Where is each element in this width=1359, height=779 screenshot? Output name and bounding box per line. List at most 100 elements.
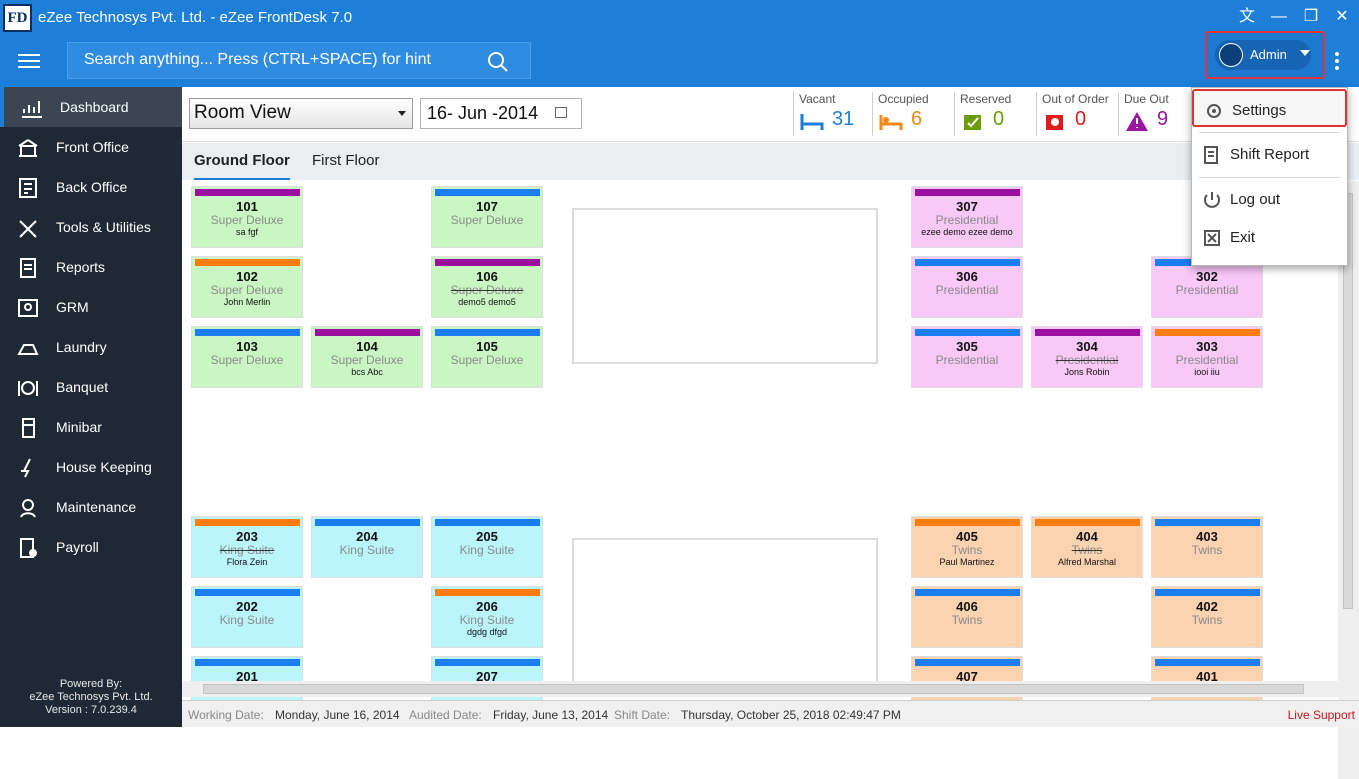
sidebar-item-minibar[interactable]: Minibar [0, 407, 182, 447]
room-number: 304 [1076, 339, 1098, 354]
room-number: 407 [956, 669, 978, 684]
room-card-306[interactable]: 306 Presidential [912, 257, 1022, 317]
working-date-label: Working Date: [188, 708, 264, 722]
dropdown-arrow-icon[interactable] [398, 111, 406, 116]
filter-bar: Room View 16- Jun -2014 Vacant 31 Occupie… [182, 87, 1359, 142]
room-card-404[interactable]: 404 Twins Alfred Marshal [1032, 517, 1142, 577]
room-card-307[interactable]: 307 Presidential ezee demo ezee demo [912, 187, 1022, 247]
floor-block [572, 538, 878, 694]
menu-item-settings[interactable]: Settings [1192, 89, 1347, 127]
horizontal-scrollbar[interactable] [182, 681, 1338, 697]
guest-name: Flora Zein [226, 557, 268, 567]
room-type: King Suite [219, 613, 275, 627]
sidebar-item-back-office[interactable]: Back Office [0, 167, 182, 207]
sidebar-item-front-office[interactable]: Front Office [0, 127, 182, 167]
room-card-402[interactable]: 402 Twins [1152, 587, 1262, 647]
room-card-205[interactable]: 205 King Suite [432, 517, 542, 577]
stat-value: 6 [911, 108, 923, 130]
minimize-button[interactable]: — [1271, 8, 1287, 25]
room-status-bar [914, 259, 1020, 266]
stat-vacant: Vacant 31 [793, 92, 871, 136]
room-card-304[interactable]: 304 Presidential Jons Robin [1032, 327, 1142, 387]
room-card-403[interactable]: 403 Twins [1152, 517, 1262, 577]
admin-user-button[interactable]: Admin [1205, 31, 1325, 79]
tab-first-floor[interactable]: First Floor [312, 152, 380, 169]
vertical-scrollbar[interactable] [1338, 181, 1359, 779]
sidebar-item-dashboard[interactable]: Dashboard [0, 87, 182, 127]
global-search-input[interactable]: Search anything... Press (CTRL+SPACE) fo… [67, 42, 531, 79]
horizontal-scroll-thumb[interactable] [203, 684, 1304, 694]
menu-item-log-out[interactable]: Log out [1192, 180, 1347, 218]
room-card-204[interactable]: 204 King Suite [312, 517, 422, 577]
tab-ground-floor[interactable]: Ground Floor [194, 152, 290, 180]
chevron-down-icon[interactable] [1300, 50, 1310, 56]
room-card-106[interactable]: 106 Super Deluxe demo5 demo5 [432, 257, 542, 317]
stat-reserved: Reserved 0 [954, 92, 1032, 136]
room-card-305[interactable]: 305 Presidential [912, 327, 1022, 387]
room-type: Super Deluxe [210, 283, 284, 297]
room-card-105[interactable]: 105 Super Deluxe [432, 327, 542, 387]
search-icon[interactable] [486, 50, 510, 74]
room-number: 107 [476, 199, 498, 214]
main-panel: Room View 16- Jun -2014 Vacant 31 Occupie… [182, 87, 1359, 779]
sidebar-item-payroll[interactable]: Payroll [0, 527, 182, 567]
hamburger-menu-icon[interactable] [18, 54, 40, 72]
room-card-202[interactable]: 202 King Suite [192, 587, 302, 647]
more-options-icon[interactable] [1335, 52, 1339, 73]
room-status-bar [194, 259, 300, 266]
live-support-link[interactable]: Live Support [1287, 708, 1355, 722]
vertical-scroll-thumb[interactable] [1343, 193, 1353, 609]
guest-name: Jons Robin [1064, 367, 1110, 377]
calendar-icon[interactable] [555, 107, 567, 118]
sidebar-label: Laundry [56, 339, 107, 355]
room-number: 101 [236, 199, 258, 214]
reserved-icon [964, 115, 981, 130]
sidebar-item-laundry[interactable]: Laundry [0, 327, 182, 367]
room-card-303[interactable]: 303 Presidential iooi iiu [1152, 327, 1262, 387]
room-number: 302 [1196, 269, 1218, 284]
room-card-406[interactable]: 406 Twins [912, 587, 1022, 647]
sidebar-item-grm[interactable]: GRM [0, 287, 182, 327]
guest-name: dgdg dfgd [466, 627, 508, 637]
room-card-107[interactable]: 107 Super Deluxe [432, 187, 542, 247]
room-card-104[interactable]: 104 Super Deluxe bcs Abc [312, 327, 422, 387]
room-card-302[interactable]: 302 Presidential [1152, 257, 1262, 317]
status-bar: Working Date: Monday, June 16, 2014 Audi… [182, 700, 1359, 727]
room-number: 403 [1196, 529, 1218, 544]
out-of-order-icon [1046, 115, 1063, 130]
room-number: 401 [1196, 669, 1218, 684]
sidebar-item-reports[interactable]: Reports [0, 247, 182, 287]
room-card-203[interactable]: 203 King Suite Flora Zein [192, 517, 302, 577]
restore-button[interactable]: ❐ [1303, 8, 1319, 25]
room-card-101[interactable]: 101 Super Deluxe sa fgf [192, 187, 302, 247]
close-button[interactable]: ✕ [1335, 8, 1349, 25]
sidebar-label: Back Office [56, 179, 128, 195]
date-picker[interactable]: 16- Jun -2014 [420, 98, 582, 129]
room-card-103[interactable]: 103 Super Deluxe [192, 327, 302, 387]
menu-item-exit[interactable]: Exit [1192, 218, 1347, 256]
sidebar-item-house-keeping[interactable]: House Keeping [0, 447, 182, 487]
stat-label: Vacant [799, 92, 836, 106]
sidebar-item-maintenance[interactable]: Maintenance [0, 487, 182, 527]
menu-item-shift-report[interactable]: Shift Report [1192, 135, 1347, 173]
room-card-405[interactable]: 405 Twins Paul Martinez [912, 517, 1022, 577]
sidebar-nav: Dashboard Front Office Back Office Tools… [0, 87, 182, 727]
admin-pill[interactable] [1215, 40, 1311, 70]
room-status-bar [194, 659, 300, 666]
room-number: 404 [1076, 529, 1098, 544]
date-value: 16- Jun -2014 [427, 103, 539, 123]
due-out-icon [1126, 112, 1148, 131]
sidebar-item-banquet[interactable]: Banquet [0, 367, 182, 407]
room-card-102[interactable]: 102 Super Deluxe John Merlin [192, 257, 302, 317]
sidebar-label: Reports [56, 259, 106, 275]
translate-icon[interactable]: 文 [1238, 8, 1255, 25]
view-select[interactable]: Room View [189, 98, 413, 129]
room-card-206[interactable]: 206 King Suite dgdg dfgd [432, 587, 542, 647]
menu-label: Log out [1230, 191, 1281, 208]
audited-date-value: Friday, June 13, 2014 [493, 708, 609, 722]
sidebar-item-tools[interactable]: Tools & Utilities [0, 207, 182, 247]
user-avatar-icon [1219, 43, 1243, 67]
minibar-icon [22, 418, 35, 438]
room-type: Twins [951, 543, 983, 557]
banquet-icon [18, 381, 38, 396]
